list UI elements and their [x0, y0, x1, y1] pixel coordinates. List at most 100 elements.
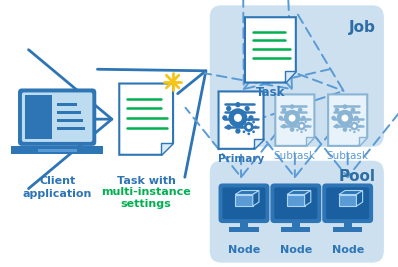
Circle shape	[357, 129, 360, 131]
Polygon shape	[359, 137, 367, 146]
Circle shape	[241, 125, 243, 128]
Circle shape	[335, 108, 339, 112]
Circle shape	[300, 124, 303, 128]
FancyBboxPatch shape	[22, 92, 92, 142]
Circle shape	[254, 125, 257, 128]
Polygon shape	[339, 190, 363, 194]
Circle shape	[234, 114, 242, 122]
Circle shape	[226, 106, 231, 111]
Text: Node: Node	[332, 245, 364, 255]
Polygon shape	[219, 91, 263, 149]
Bar	[57, 111, 81, 114]
Circle shape	[298, 108, 302, 112]
Text: Node: Node	[280, 245, 312, 255]
Polygon shape	[357, 190, 363, 206]
Circle shape	[350, 122, 359, 130]
Circle shape	[222, 115, 228, 120]
Circle shape	[290, 127, 295, 132]
Circle shape	[282, 108, 287, 112]
Circle shape	[298, 124, 302, 128]
Circle shape	[354, 116, 359, 120]
Bar	[57, 119, 82, 122]
Circle shape	[248, 115, 254, 120]
Polygon shape	[235, 190, 259, 194]
Text: Job: Job	[349, 20, 376, 35]
FancyBboxPatch shape	[222, 187, 265, 219]
Polygon shape	[253, 190, 259, 206]
Circle shape	[331, 116, 336, 120]
Polygon shape	[275, 95, 314, 146]
Text: Pool: Pool	[339, 169, 376, 184]
Circle shape	[306, 125, 309, 127]
Circle shape	[304, 121, 307, 123]
Circle shape	[353, 124, 356, 128]
Circle shape	[359, 125, 361, 127]
Polygon shape	[287, 194, 304, 206]
Circle shape	[297, 122, 306, 130]
Text: multi-instance: multi-instance	[101, 187, 191, 197]
Polygon shape	[254, 139, 263, 149]
FancyBboxPatch shape	[274, 187, 317, 219]
Circle shape	[289, 115, 296, 121]
Bar	[333, 227, 362, 232]
Circle shape	[279, 116, 283, 120]
Circle shape	[301, 116, 306, 120]
Polygon shape	[306, 137, 314, 146]
Circle shape	[244, 106, 250, 111]
Circle shape	[349, 121, 351, 123]
Circle shape	[226, 124, 231, 130]
Circle shape	[244, 124, 250, 130]
Circle shape	[335, 124, 339, 128]
Circle shape	[343, 104, 347, 109]
Circle shape	[284, 110, 300, 126]
Polygon shape	[328, 95, 367, 146]
Text: Task with: Task with	[117, 176, 176, 186]
Circle shape	[282, 124, 287, 128]
Bar	[57, 127, 84, 130]
Polygon shape	[339, 194, 357, 206]
Polygon shape	[285, 71, 296, 83]
Polygon shape	[161, 143, 173, 155]
Circle shape	[235, 102, 240, 107]
Circle shape	[252, 130, 255, 133]
Bar	[281, 227, 310, 232]
Text: Node: Node	[228, 245, 260, 255]
Circle shape	[296, 121, 298, 123]
Bar	[55, 95, 90, 139]
FancyBboxPatch shape	[270, 183, 321, 223]
FancyBboxPatch shape	[210, 161, 384, 263]
FancyBboxPatch shape	[210, 5, 384, 147]
Circle shape	[248, 119, 250, 121]
Bar	[229, 227, 259, 232]
Bar	[240, 222, 248, 229]
Circle shape	[300, 131, 303, 133]
Circle shape	[296, 129, 298, 131]
Text: settings: settings	[121, 199, 172, 209]
Bar	[292, 222, 300, 229]
Text: Subtask: Subtask	[274, 151, 316, 161]
Circle shape	[341, 115, 348, 121]
Polygon shape	[235, 194, 253, 206]
Circle shape	[343, 127, 347, 132]
FancyBboxPatch shape	[326, 187, 369, 219]
Bar	[57, 103, 77, 106]
FancyBboxPatch shape	[18, 88, 96, 146]
Polygon shape	[287, 190, 311, 194]
FancyBboxPatch shape	[322, 183, 373, 223]
Circle shape	[351, 124, 355, 128]
Circle shape	[349, 129, 351, 131]
Circle shape	[304, 129, 307, 131]
Polygon shape	[119, 84, 173, 155]
Circle shape	[290, 104, 295, 109]
Circle shape	[353, 131, 355, 133]
Circle shape	[244, 122, 254, 132]
Circle shape	[347, 125, 350, 127]
Bar	[11, 146, 103, 154]
Circle shape	[243, 121, 245, 123]
Circle shape	[351, 108, 355, 112]
Bar	[344, 222, 351, 229]
Circle shape	[248, 132, 250, 135]
Circle shape	[295, 125, 297, 127]
Polygon shape	[304, 190, 311, 206]
Circle shape	[252, 121, 255, 123]
